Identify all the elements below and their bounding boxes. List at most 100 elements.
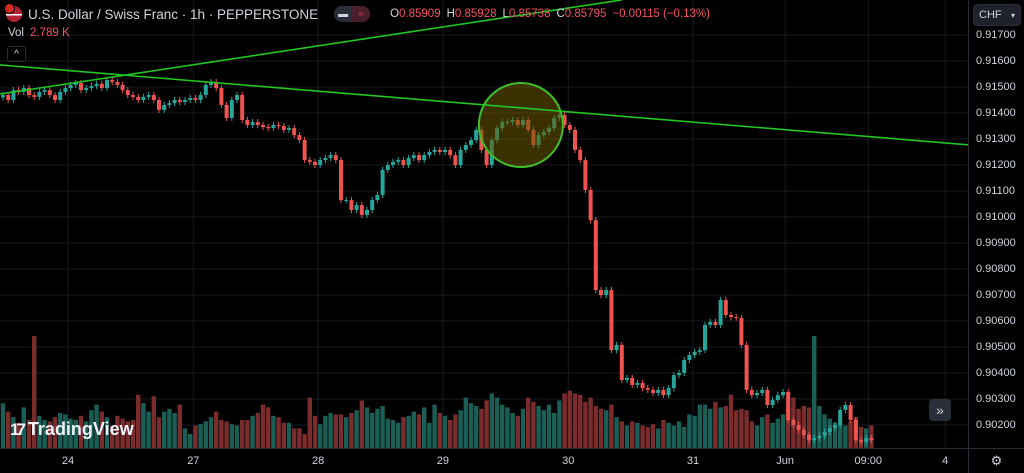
volume-bar bbox=[73, 420, 78, 448]
time-tick-label: 29 bbox=[436, 455, 450, 467]
volume-bar bbox=[177, 404, 182, 448]
volume-bar bbox=[42, 420, 47, 448]
high-label: H bbox=[446, 8, 455, 20]
candle-body bbox=[562, 115, 567, 125]
candle-body bbox=[427, 152, 432, 156]
change-value: −0.00115 (−0.13%) bbox=[612, 8, 710, 20]
candle-body bbox=[209, 82, 213, 85]
chart-pane[interactable] bbox=[0, 0, 968, 448]
time-tick-label: 4 bbox=[942, 455, 949, 467]
gear-icon: ⚙ bbox=[990, 453, 1003, 468]
volume-bar bbox=[687, 414, 692, 448]
volume-bar bbox=[26, 420, 32, 448]
volume-bar bbox=[515, 415, 520, 448]
legend-toggle[interactable]: ▬ ≈ bbox=[334, 6, 371, 22]
candle-body bbox=[58, 91, 63, 100]
candle-body bbox=[713, 322, 718, 325]
candle-body bbox=[645, 388, 650, 390]
volume-bar bbox=[786, 407, 791, 448]
volume-bar bbox=[848, 421, 853, 448]
candle-body bbox=[11, 90, 16, 100]
volume-bar bbox=[99, 411, 104, 448]
candle-body bbox=[635, 382, 640, 385]
high-value: 0.85928 bbox=[454, 8, 497, 20]
candle-body bbox=[807, 434, 811, 441]
candle-body bbox=[630, 377, 635, 385]
candle-body bbox=[817, 435, 822, 438]
candle-body bbox=[37, 91, 42, 97]
candle-body bbox=[827, 428, 832, 433]
candle-body bbox=[619, 344, 624, 381]
volume-bar bbox=[806, 407, 812, 448]
candle-body bbox=[47, 90, 52, 96]
volume-bar bbox=[318, 424, 323, 448]
close-value: 0.85795 bbox=[564, 8, 607, 20]
candle-body bbox=[697, 350, 702, 352]
compare-icon[interactable]: ≈ bbox=[352, 6, 371, 22]
volume-bar bbox=[390, 420, 396, 448]
volume-bar bbox=[0, 403, 6, 448]
candle-body bbox=[458, 149, 463, 165]
volume-bar bbox=[552, 413, 557, 448]
price-tick-label: 0.91000 bbox=[976, 211, 1016, 223]
eye-icon[interactable]: ▬ bbox=[338, 8, 349, 20]
volume-bar bbox=[193, 425, 198, 448]
tradingview-logo-icon: 17 bbox=[10, 419, 26, 439]
candle-body bbox=[843, 404, 848, 410]
candle-body bbox=[120, 84, 125, 91]
volume-bar bbox=[458, 410, 463, 448]
time-axis[interactable]: 24 27 28 29 30 31 Jun 09:00 4 bbox=[0, 448, 968, 473]
volume-bar bbox=[557, 400, 562, 448]
symbol-title[interactable]: U.S. Dollar / Swiss Franc · 1h · PEPPERS… bbox=[28, 6, 319, 22]
candle-body bbox=[365, 209, 369, 215]
volume-bar bbox=[214, 411, 219, 448]
currency-label: CHF bbox=[979, 9, 1002, 21]
candle-body bbox=[235, 95, 239, 100]
price-tick-label: 0.91300 bbox=[976, 133, 1016, 145]
price-axis[interactable]: CHF ▾ 0.91700 0.91600 0.91500 0.91400 0.91300… bbox=[968, 0, 1024, 448]
candle-body bbox=[385, 165, 390, 170]
collapse-legend-button[interactable]: ^ bbox=[7, 46, 26, 62]
volume-bar bbox=[11, 417, 16, 448]
volume-bar bbox=[47, 421, 52, 448]
candle-body bbox=[744, 344, 749, 390]
candle-body bbox=[219, 88, 224, 105]
candle-body bbox=[271, 124, 276, 129]
price-chart[interactable] bbox=[0, 0, 968, 448]
volume-bar bbox=[151, 396, 156, 448]
volume-bar bbox=[104, 417, 110, 448]
candle-body bbox=[765, 389, 770, 405]
volume-bar bbox=[489, 393, 494, 448]
candle-body bbox=[261, 124, 265, 128]
candle-body bbox=[734, 317, 739, 319]
candle-body bbox=[240, 95, 245, 121]
price-tick-label: 0.91200 bbox=[976, 159, 1016, 171]
candle-body bbox=[760, 389, 765, 394]
candle-body bbox=[723, 299, 728, 316]
scroll-to-realtime-button[interactable]: » bbox=[929, 399, 951, 421]
volume-bar bbox=[593, 406, 598, 448]
candle-body bbox=[94, 83, 99, 86]
candle-body bbox=[718, 299, 723, 325]
price-tick-label: 0.91500 bbox=[976, 81, 1016, 93]
volume-bar bbox=[312, 415, 318, 448]
volume-bar bbox=[188, 434, 193, 448]
volume-bar bbox=[255, 413, 260, 448]
volume-bar bbox=[838, 424, 843, 448]
volume-bar bbox=[58, 413, 63, 448]
volume-bar bbox=[375, 408, 380, 448]
candle-body bbox=[775, 395, 780, 401]
candle-body bbox=[411, 155, 416, 158]
tradingview-logo[interactable]: 17 TradingView bbox=[10, 419, 134, 440]
candle-body bbox=[302, 140, 307, 161]
volume-bar bbox=[453, 414, 458, 448]
currency-dropdown[interactable]: CHF ▾ bbox=[973, 4, 1021, 26]
volume-bar bbox=[364, 407, 370, 448]
volume-bar bbox=[723, 406, 728, 448]
candle-body bbox=[708, 322, 713, 325]
volume-bar bbox=[63, 414, 68, 448]
price-tick-label: 0.91400 bbox=[976, 107, 1016, 119]
chart-settings-button[interactable]: ⚙ bbox=[968, 448, 1024, 473]
candle-body bbox=[250, 122, 255, 125]
candle-body bbox=[656, 389, 661, 394]
